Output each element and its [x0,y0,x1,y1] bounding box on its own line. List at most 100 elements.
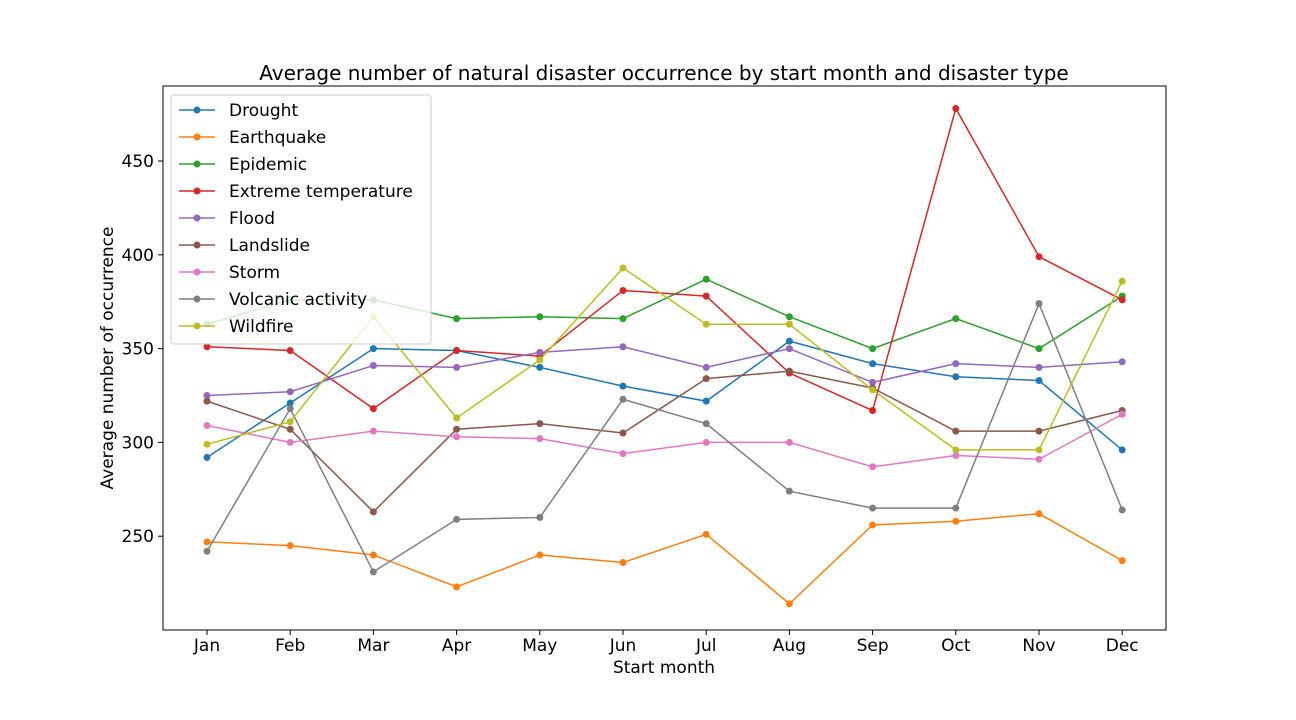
data-point-flood [702,363,710,371]
y-axis-label: Average number of occurrence [98,227,118,490]
x-tick-label: Jun [609,636,637,656]
data-point-landslide [536,420,544,428]
data-point-drought [785,337,793,345]
data-point-wildfire [619,264,627,272]
data-point-flood [619,343,627,351]
data-point-volcanic-activity [702,420,710,428]
data-point-extreme-temperature [286,346,294,354]
series-line-storm [206,413,1123,468]
data-point-epidemic [785,313,793,321]
x-tick-label: Dec [1106,636,1139,656]
data-point-volcanic-activity [536,513,544,521]
data-point-earthquake [1035,510,1043,518]
data-point-flood [869,378,877,386]
data-point-storm [203,422,211,430]
data-point-wildfire [869,386,877,394]
data-point-flood [203,392,211,400]
data-point-earthquake [619,558,627,566]
data-point-landslide [203,397,211,405]
data-point-epidemic [453,315,461,323]
legend-label-landslide: Landslide [229,236,310,256]
x-axis: Jan Feb Mar Apr May Jun Jul Aug Sep Oct Nov Dec [193,630,1139,656]
legend-box [170,94,432,345]
x-tick-label: May [522,636,557,656]
legend-marker-drought [193,106,201,114]
y-tick-label: 300 [122,433,154,453]
data-point-drought [1118,446,1126,454]
data-point-landslide [785,367,793,375]
y-tick-label: 250 [122,527,154,547]
data-point-earthquake [785,600,793,608]
data-point-epidemic [1035,345,1043,353]
legend-label-volcanic-activity: Volcanic activity [229,290,367,310]
data-point-drought [619,382,627,390]
data-point-storm [1035,455,1043,463]
data-point-earthquake [869,521,877,529]
data-point-flood [785,345,793,353]
legend-marker-extreme-temperature [193,187,201,195]
data-point-storm [536,435,544,443]
data-point-volcanic-activity [952,504,960,512]
y-tick-label: 450 [122,152,154,172]
series-line-extreme-temperature [206,106,1123,412]
data-point-volcanic-activity [619,395,627,403]
data-point-volcanic-activity [286,405,294,413]
data-point-storm [1118,410,1126,418]
data-point-landslide [369,508,377,516]
legend-marker-wildfire [193,322,201,330]
legend-label-flood: Flood [229,209,275,229]
series-line-volcanic-activity [206,301,1123,573]
data-point-drought [286,399,294,407]
data-point-volcanic-activity [203,547,211,555]
x-tick-label: Jan [193,636,220,656]
legend-label-drought: Drought [229,101,298,121]
data-point-flood [536,348,544,356]
data-point-landslide [453,425,461,433]
data-point-earthquake [1118,557,1126,565]
data-point-epidemic [702,275,710,283]
data-point-extreme-temperature [1118,296,1126,304]
data-point-storm [869,463,877,471]
data-point-flood [1118,358,1126,366]
data-point-storm [286,438,294,446]
x-tick-label: Sep [857,636,889,656]
series-line-landslide [206,370,1123,513]
series-line-earthquake [206,512,1123,605]
data-point-wildfire [702,320,710,328]
data-point-wildfire [536,356,544,364]
y-tick-label: 400 [122,246,154,266]
data-point-volcanic-activity [369,568,377,576]
data-point-drought [536,363,544,371]
data-point-epidemic [619,315,627,323]
data-point-volcanic-activity [869,504,877,512]
legend-label-epidemic: Epidemic [229,155,307,175]
legend-label-wildfire: Wildfire [229,317,293,337]
plot-frame [162,85,1167,631]
data-point-earthquake [702,530,710,538]
legend-label-extreme-temperature: Extreme temperature [229,182,413,202]
x-tick-label: Nov [1022,636,1055,656]
data-point-drought [952,373,960,381]
data-point-volcanic-activity [453,515,461,523]
data-point-wildfire [785,320,793,328]
data-point-extreme-temperature [869,407,877,415]
data-point-extreme-temperature [1035,253,1043,261]
data-point-flood [453,363,461,371]
legend-label-earthquake: Earthquake [229,128,326,148]
x-tick-label: Aug [773,636,806,656]
data-point-flood [369,362,377,370]
data-point-storm [369,427,377,435]
data-point-drought [1035,377,1043,385]
data-point-storm [619,450,627,458]
data-point-storm [453,433,461,441]
legend-marker-flood [193,214,201,222]
legend-marker-storm [193,268,201,276]
data-point-storm [785,438,793,446]
data-point-wildfire [952,446,960,454]
series-line-drought [206,340,1123,459]
y-tick-label: 350 [122,340,154,360]
data-point-drought [203,453,211,461]
data-point-landslide [619,429,627,437]
x-axis-label: Start month [613,658,715,678]
